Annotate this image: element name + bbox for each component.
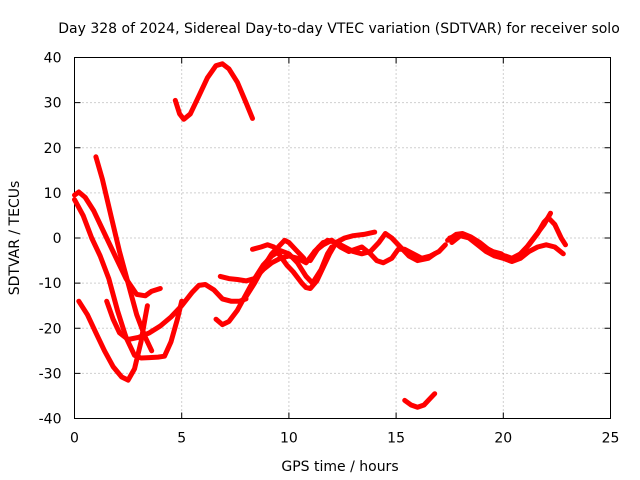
series-group [72, 61, 568, 410]
series-line-arc-low [402, 391, 438, 410]
x-axis-label: GPS time / hours [281, 459, 398, 475]
series-line-arc-left-e [104, 282, 249, 342]
y-tick-label: 20 [44, 141, 62, 157]
series-line-arc-mid-f [312, 237, 448, 266]
y-tick-label: 0 [53, 231, 62, 247]
y-tick-label: -10 [39, 276, 62, 292]
x-tick-label: 15 [387, 431, 405, 447]
y-axis-label: SDTVAR / TECUs [7, 181, 23, 296]
y-tick-label: 10 [44, 186, 62, 202]
series-line-arc-left-c [72, 197, 185, 361]
plot-frame [74, 57, 611, 419]
y-tick-label: -40 [39, 412, 62, 428]
y-tick-label: 40 [44, 51, 62, 67]
y-tick-labels: -40 -30 -20 -10 0 10 20 30 40 [39, 51, 62, 428]
series-line-arc-top [172, 61, 255, 122]
series-line-arc-mid-c [243, 237, 307, 300]
series-line-arc-left-a [72, 189, 163, 299]
x-tick-label: 25 [602, 431, 620, 447]
x-tick-labels: 0 5 10 15 20 25 [70, 431, 619, 447]
x-tick-label: 5 [177, 431, 186, 447]
series-line-arc-late-c [447, 210, 553, 264]
chart-title: Day 328 of 2024, Sidereal Day-to-day VTE… [58, 21, 620, 37]
x-tick-label: 20 [494, 431, 512, 447]
x-tick-label: 10 [280, 431, 298, 447]
x-tick-label: 0 [70, 431, 79, 447]
y-tick-label: -20 [39, 321, 62, 337]
series-line-arc-mid-d [250, 229, 378, 291]
y-tick-label: -30 [39, 366, 62, 382]
y-tick-label: 30 [44, 96, 62, 112]
